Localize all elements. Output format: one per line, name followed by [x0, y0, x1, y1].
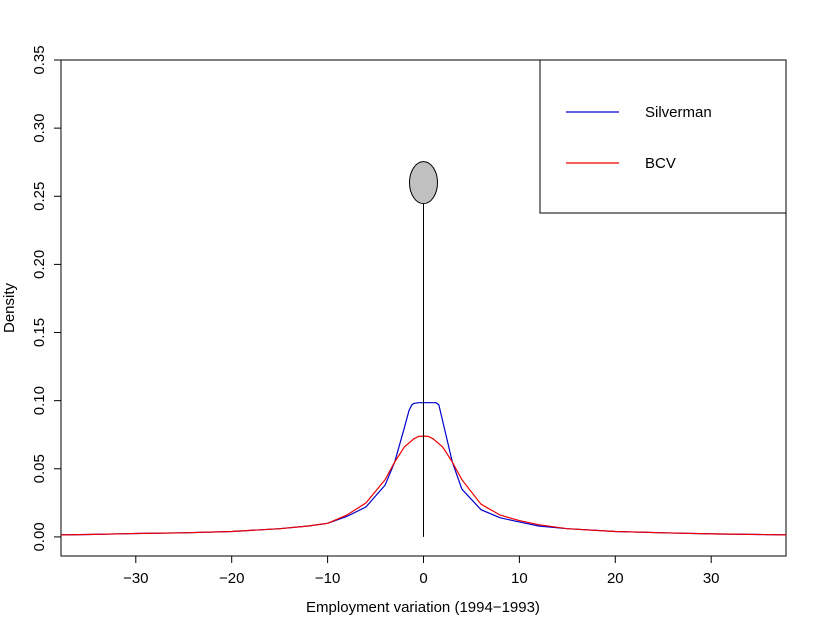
y-tick-label: 0.25 — [31, 182, 48, 211]
x-tick-label: 0 — [419, 570, 427, 587]
y-axis: 0.00 0.05 0.10 0.15 0.20 0.25 0.30 0.35 — [31, 45, 62, 552]
legend: Silverman BCV — [539, 59, 787, 214]
x-axis: −30 −20 −10 0 10 20 30 — [123, 556, 720, 587]
x-tick-label: 10 — [511, 570, 528, 587]
annotation-layer — [409, 161, 438, 537]
x-tick-label: −10 — [315, 570, 340, 587]
y-tick-label: 0.00 — [31, 522, 48, 551]
y-tick-label: 0.15 — [31, 318, 48, 347]
x-axis-label: Employment variation (1994−1993) — [306, 599, 540, 616]
y-tick-label: 0.30 — [31, 114, 48, 143]
y-tick-label: 0.05 — [31, 454, 48, 483]
annotation-ellipse — [409, 161, 438, 205]
y-tick-label: 0.35 — [31, 45, 48, 74]
legend-label-bcv: BCV — [645, 155, 676, 172]
y-tick-label: 0.20 — [31, 250, 48, 279]
x-tick-label: 30 — [703, 570, 720, 587]
x-tick-label: −20 — [219, 570, 244, 587]
y-axis-label: Density — [1, 282, 18, 333]
x-tick-label: −30 — [123, 570, 148, 587]
legend-label-silverman: Silverman — [645, 104, 712, 121]
legend-box — [539, 59, 787, 214]
x-tick-label: 20 — [607, 570, 624, 587]
y-tick-label: 0.10 — [31, 386, 48, 415]
